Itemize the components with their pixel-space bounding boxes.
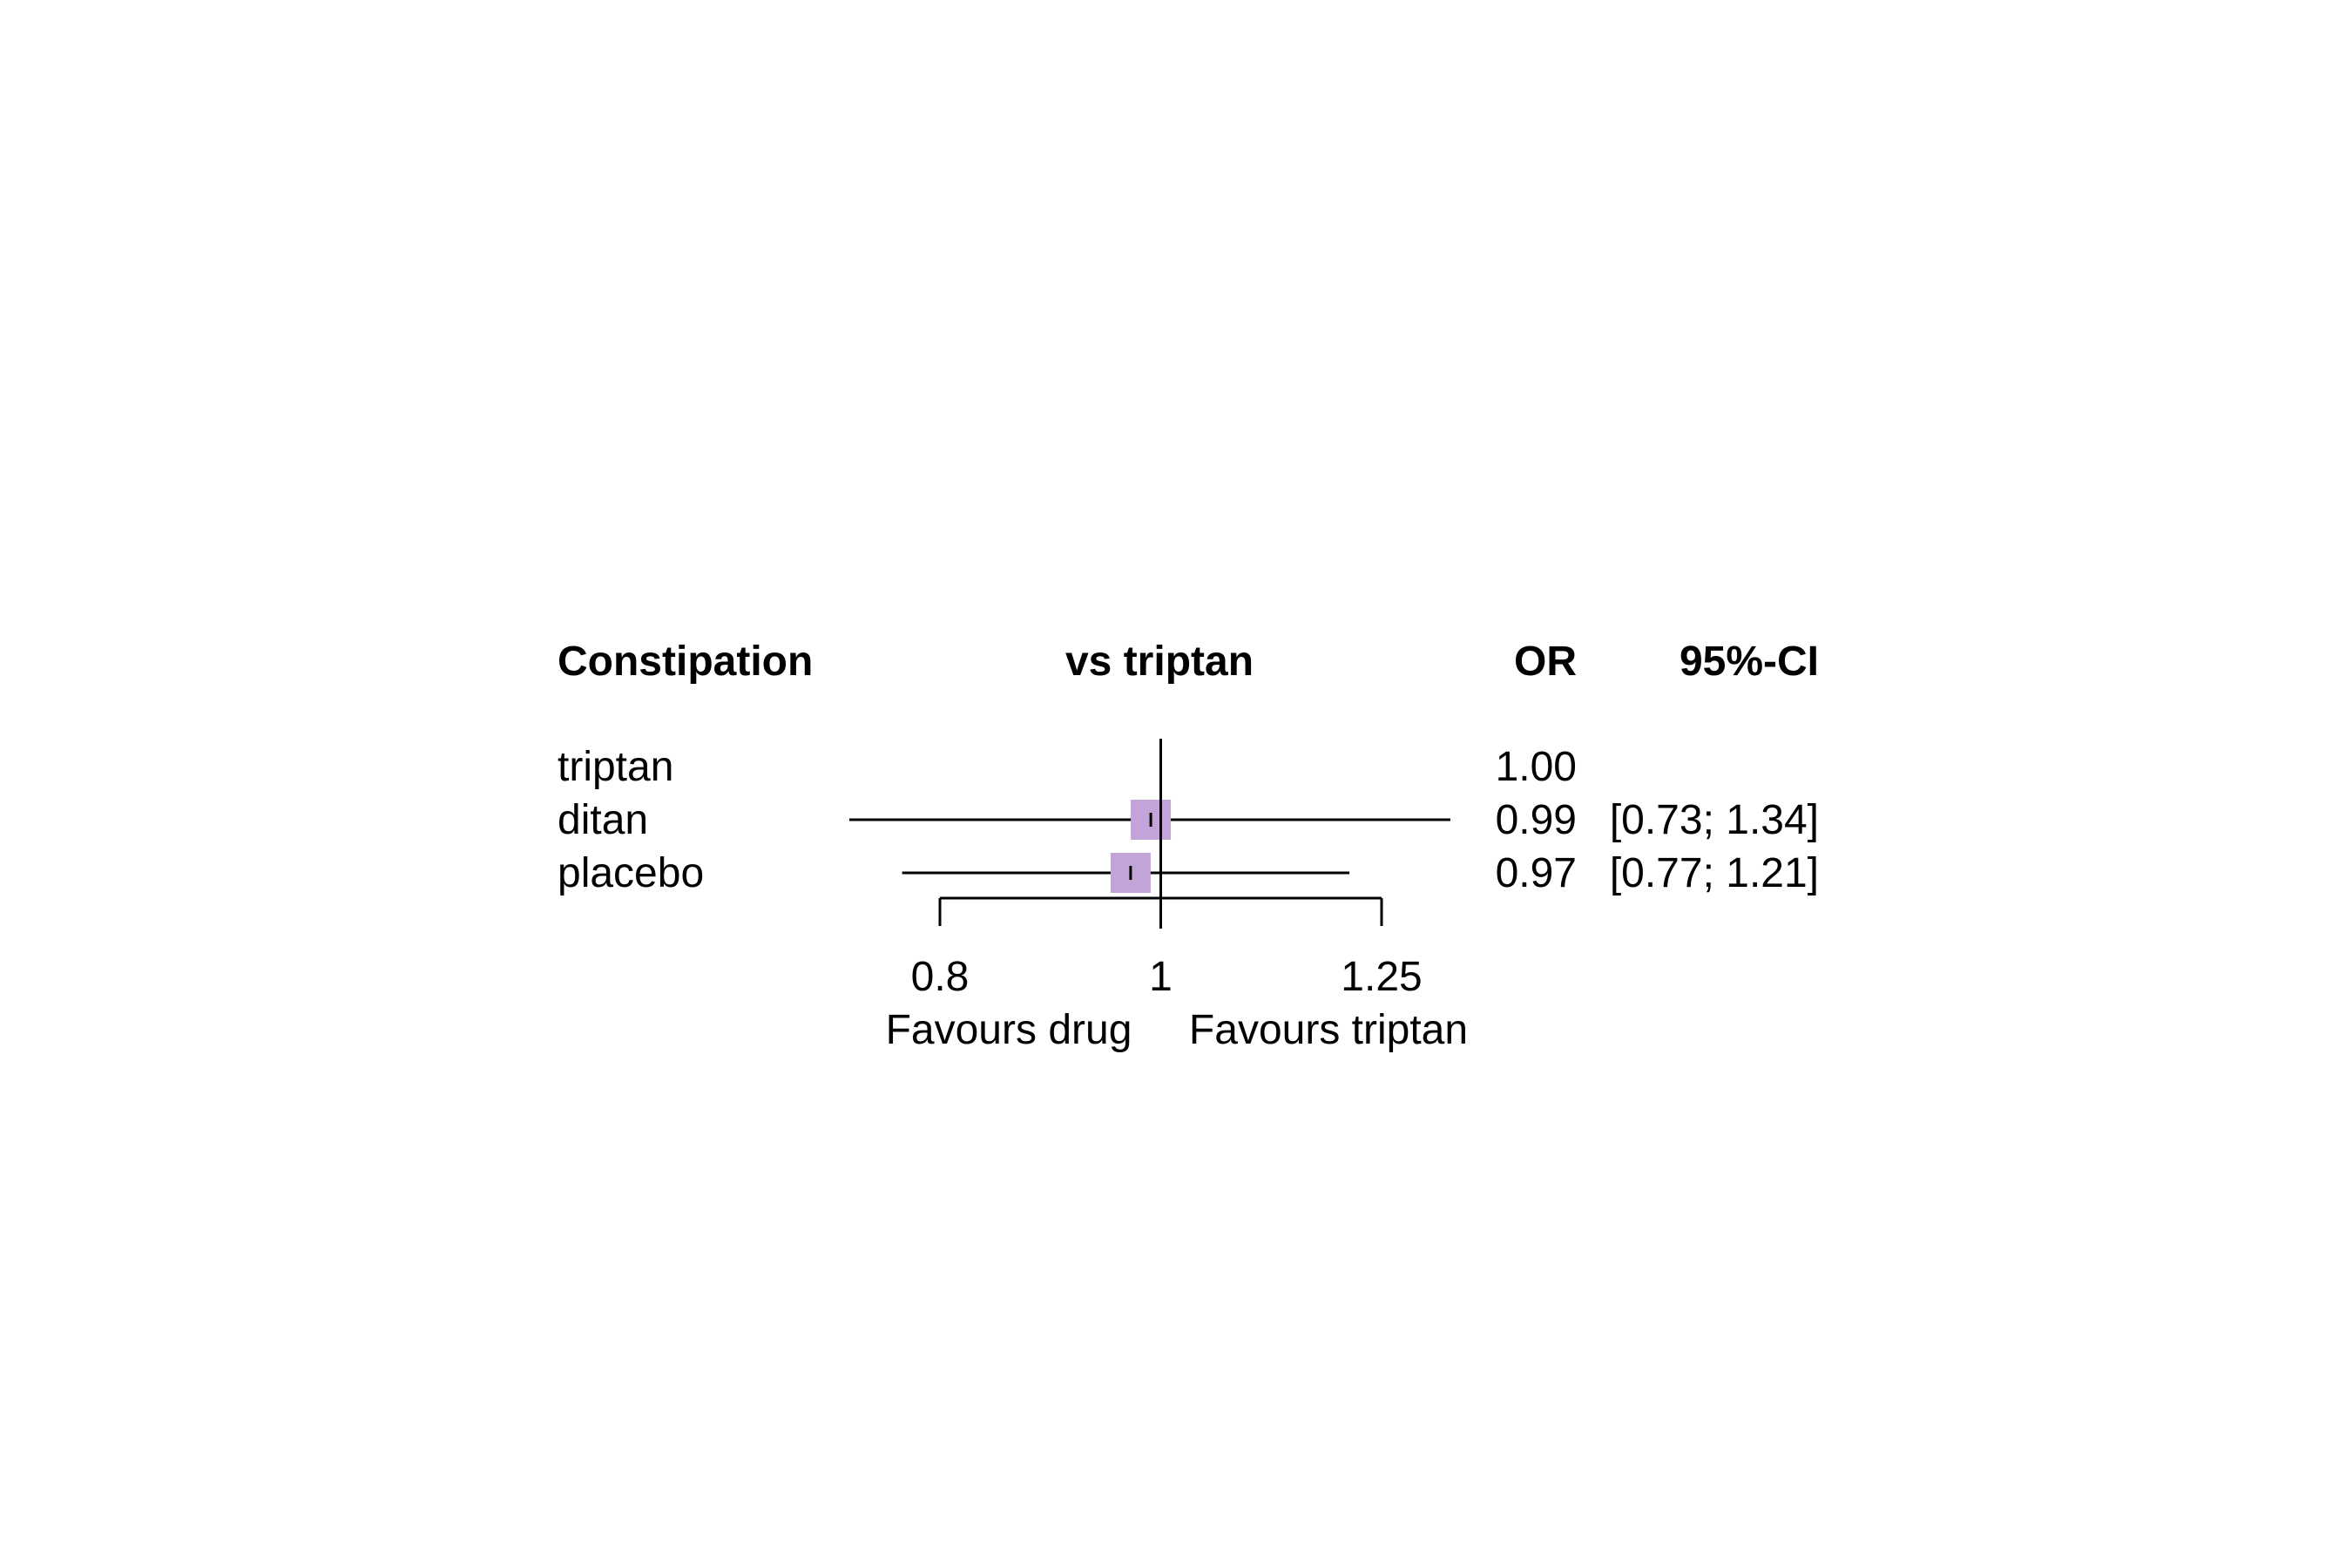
row-or-value: 0.99 (1496, 797, 1577, 843)
x-tick-label: 1 (1149, 954, 1173, 1000)
row-ci-value: [0.73; 1.34] (1610, 797, 1819, 843)
header-comparison: vs triptan (1065, 639, 1254, 685)
row-ci-value: [0.77; 1.21] (1610, 850, 1819, 896)
row-or-value: 1.00 (1496, 744, 1577, 790)
favours-left-label: Favours drug (886, 1007, 1132, 1053)
x-tick-label: 1.25 (1341, 954, 1422, 1000)
header-ci: 95%-CI (1680, 639, 1819, 685)
header-estimate: OR (1514, 639, 1577, 685)
row-label: ditan (558, 797, 648, 843)
row-label: triptan (558, 744, 673, 790)
x-tick-label: 0.8 (911, 954, 970, 1000)
row-or-value: 0.97 (1496, 850, 1577, 896)
row-label: placebo (558, 850, 704, 896)
header-outcome: Constipation (558, 639, 813, 685)
favours-right-label: Favours triptan (1189, 1007, 1468, 1053)
plot-marks: 0.8 1 1.25 (848, 739, 1450, 1000)
